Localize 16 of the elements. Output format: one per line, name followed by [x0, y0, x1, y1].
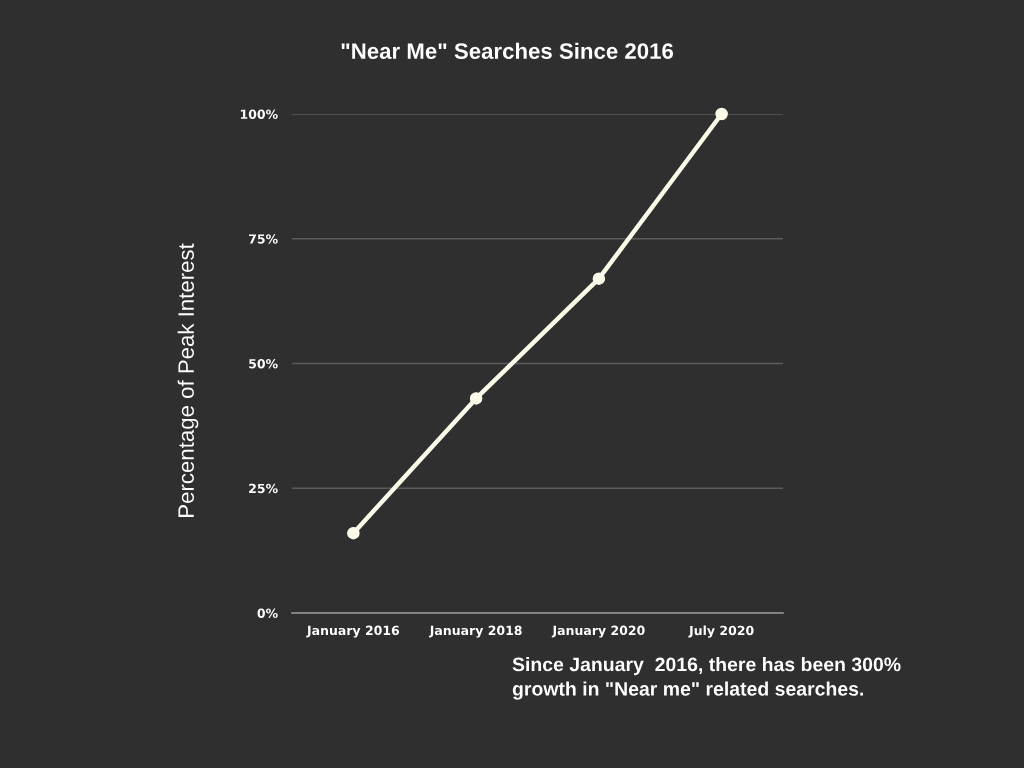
x-tick-label: January 2018 — [429, 625, 522, 638]
x-tick-label: July 2020 — [688, 625, 754, 638]
y-tick-label: 75% — [249, 234, 278, 244]
y-axis-title: Percentage of Peak Interest — [177, 243, 199, 517]
y-tick-label: 50% — [249, 358, 278, 369]
point — [469, 392, 483, 405]
text: Since January 2016, there has been 300% growth in "Near me" related searches. — [512, 657, 901, 700]
y-tick-label: 0% — [257, 608, 278, 618]
point — [592, 272, 606, 285]
y-tick-label: 25% — [249, 483, 278, 494]
point — [715, 107, 728, 121]
x-tick-label: January 2020 — [551, 625, 645, 638]
chart-title: "Near Me" Searches Since 2016 — [341, 42, 674, 59]
y-tick-label: 100% — [240, 109, 278, 119]
point — [347, 526, 360, 540]
x-tick-label: January 2016 — [306, 625, 400, 638]
